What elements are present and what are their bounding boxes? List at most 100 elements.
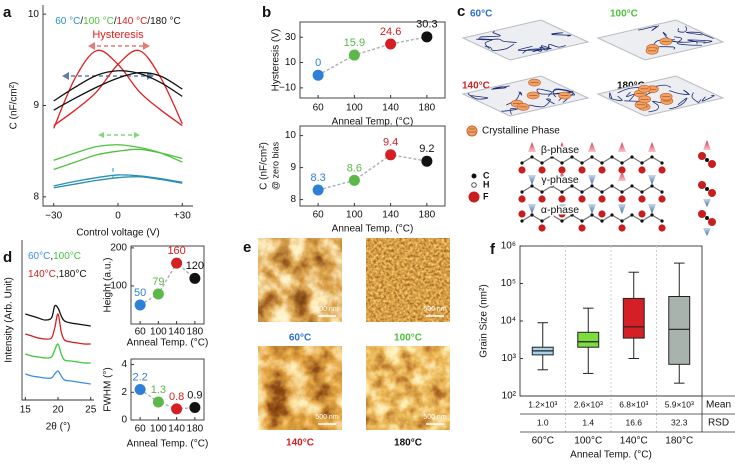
afm-image (366, 346, 450, 430)
x-tick-label: 25 (85, 405, 97, 416)
polymer-chain (484, 43, 515, 51)
c-atom (590, 184, 594, 188)
x-tick-label: −30 (45, 211, 62, 222)
arrow-heads (62, 42, 154, 138)
x-tick-label: 100 (150, 327, 167, 338)
y-axis-label: Height (a.u.) (103, 257, 114, 312)
afm-label: 60°C (289, 333, 311, 344)
f-atom (518, 166, 526, 174)
polymer-chain (476, 38, 517, 43)
x-tick-label: 180 (419, 210, 436, 221)
afm-label: 140°C (286, 438, 314, 449)
value-label: 8.3 (310, 172, 325, 184)
table-cell: 16.6 (625, 417, 642, 427)
panel-label: b (262, 4, 271, 21)
f-atom (618, 166, 626, 174)
data-line (25, 343, 91, 364)
y-tick-label: 2 (121, 387, 127, 398)
x-tick-label: 140 (382, 210, 399, 221)
f-atom (578, 195, 586, 203)
dipole-arrow (588, 204, 596, 214)
f-atom (518, 195, 526, 203)
schematic-temp: 60°C (470, 9, 492, 20)
polymer-chain (668, 89, 690, 96)
y-tick-label: 8 (33, 192, 39, 203)
c-atom (610, 155, 614, 159)
x-axis-label: Anneal Temp. (°C) (127, 338, 209, 349)
polymer-chain (669, 97, 688, 110)
y-tick-label: 10 (28, 9, 40, 20)
c-atom (560, 161, 564, 165)
x-tick-label: 60 (135, 327, 147, 338)
dipole-arrow (558, 171, 566, 181)
axis (21, 240, 94, 401)
dipole-arrow (648, 204, 656, 214)
table-cell: 1.4 (582, 417, 594, 427)
y-tick-label: 4 (121, 359, 127, 370)
film-plate (461, 75, 590, 117)
value-label: 2.2 (132, 371, 147, 383)
polymer-chain (608, 92, 623, 102)
c-atom (520, 161, 524, 165)
legend-separator: / (147, 16, 150, 27)
f-atom (538, 195, 546, 203)
x-tick-label: 140°C (620, 436, 648, 447)
side-arrow (703, 140, 711, 150)
y-axis-label: Intensity (Arb. Unit) (4, 277, 15, 363)
point (171, 257, 183, 269)
legend: 60 °C/100 °C/140 °C/180 °C (55, 16, 181, 27)
point (189, 402, 201, 414)
legend: 60°C,100°C (28, 251, 81, 262)
polymer-chain (478, 38, 493, 50)
c-atom (590, 213, 594, 217)
dipole-arrow (558, 204, 566, 214)
legend-entry: 140°C (28, 269, 56, 280)
dipole-arrow (558, 142, 566, 152)
data-line (53, 70, 183, 102)
c-atom (600, 190, 604, 194)
value-label: 50 (134, 287, 146, 299)
c-atom (580, 190, 584, 194)
x-tick-label: 0 (115, 211, 121, 222)
c-atom (570, 184, 574, 188)
side-f (708, 189, 716, 197)
value-label: 9.4 (383, 137, 398, 149)
value-label: 9.2 (419, 143, 434, 155)
f-atom (638, 210, 646, 218)
x-tick-label: 100 (346, 210, 363, 221)
dipole-arrow (648, 175, 656, 185)
point (421, 155, 433, 167)
c-atom (530, 213, 534, 217)
connector (317, 36, 428, 76)
y-tick-label: 0 (121, 415, 127, 426)
legend-separator: / (80, 16, 83, 27)
y-tick-label: 100 (110, 281, 127, 292)
c-atom (530, 155, 534, 159)
x-axis-label: Anneal Temp. (°C) (127, 439, 209, 450)
c-atom (660, 190, 664, 194)
point (312, 184, 324, 196)
point (312, 69, 324, 81)
legend-entry: 100°C (53, 251, 81, 262)
panel-label: e (243, 239, 251, 256)
f-atom (618, 224, 626, 232)
f-atom (638, 166, 646, 174)
x-tick-label: 60 (313, 210, 325, 221)
y-tick-label: 30 (285, 32, 297, 43)
afm-image (258, 238, 342, 322)
table-row-label: RSD (708, 418, 729, 429)
scale-label: 500 nm (315, 306, 339, 313)
dipole-arrow (588, 175, 596, 185)
c-atom (540, 161, 544, 165)
side-f (698, 181, 706, 189)
c-atom (600, 219, 604, 223)
c-atom (640, 219, 644, 223)
f-atom (578, 166, 586, 174)
f-atom (598, 210, 606, 218)
x-axis-label: Anneal Temp. (°C) (570, 450, 652, 461)
c-atom (610, 213, 614, 217)
atom-label: F (483, 191, 489, 201)
c-atom (540, 190, 544, 194)
polymer-chain (491, 85, 510, 90)
side-c (705, 216, 709, 220)
